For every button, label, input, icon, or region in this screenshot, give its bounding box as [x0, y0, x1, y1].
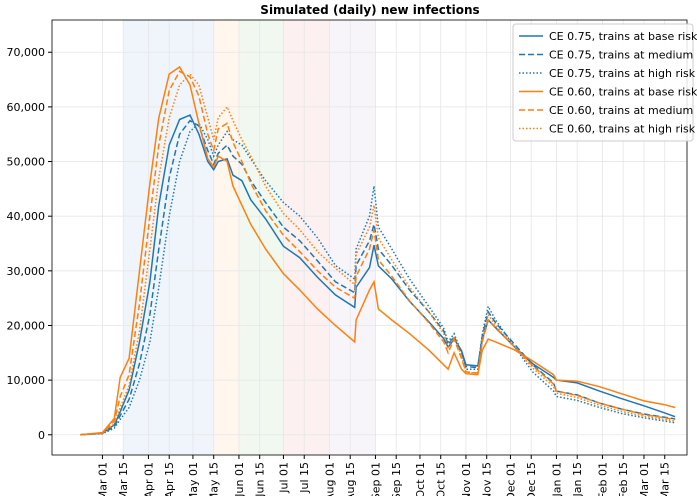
x-tick-label: Jun 01 — [233, 462, 246, 496]
y-tick-label: 0 — [38, 429, 45, 442]
series-line — [80, 122, 676, 436]
x-tick-label: Jul 01 — [277, 462, 290, 494]
series-line — [80, 65, 676, 436]
shaded-span — [329, 20, 376, 455]
y-tick-label: 10,000 — [7, 374, 46, 387]
shaded-span — [213, 20, 239, 455]
legend-label: CE 0.75, trains at base risk — [549, 30, 697, 43]
x-tick-label: Mar 15 — [659, 462, 672, 496]
x-tick-label: Nov 01 — [460, 462, 473, 496]
x-tick-label: Jul 15 — [298, 462, 311, 494]
y-tick-label: 20,000 — [7, 319, 46, 332]
legend-label: CE 0.60, trains at medium risk — [549, 104, 697, 117]
x-tick-label: Feb 01 — [596, 462, 609, 496]
y-tick-label: 30,000 — [7, 265, 46, 278]
y-tick-label: 70,000 — [7, 46, 46, 59]
x-tick-label: Jan 15 — [571, 462, 584, 496]
x-tick-label: Feb 15 — [617, 462, 630, 496]
chart-title: Simulated (daily) new infections — [260, 3, 479, 17]
x-tick-label: May 01 — [187, 462, 200, 496]
x-tick-label: Sep 15 — [390, 462, 403, 496]
x-tick-label: Apr 15 — [163, 462, 176, 496]
legend-box — [512, 23, 694, 142]
x-tick-label: Dec 15 — [525, 462, 538, 496]
x-tick-label: Aug 01 — [323, 462, 336, 496]
shaded-span — [283, 20, 330, 455]
legend-label: CE 0.60, trains at high risk — [549, 123, 696, 136]
series-line — [80, 72, 676, 436]
y-tick-label: 60,000 — [7, 101, 46, 114]
x-tick-label: Oct 01 — [414, 462, 427, 496]
legend-label: CE 0.75, trains at medium risk — [549, 49, 697, 62]
x-tick-label: Mar 15 — [117, 462, 130, 496]
series-line — [80, 70, 676, 436]
shaded-span — [238, 20, 284, 455]
x-tick-label: Apr 01 — [142, 462, 155, 496]
x-tick-label: Mar 01 — [96, 462, 109, 496]
x-tick-label: Jan 01 — [550, 462, 563, 496]
y-tick-label: 40,000 — [7, 210, 46, 223]
x-tick-label: Mar 01 — [638, 462, 651, 496]
legend-label: CE 0.75, trains at high risk — [549, 67, 696, 80]
axes-frame — [51, 19, 688, 456]
x-tick-label: Dec 01 — [504, 462, 517, 496]
legend-label: CE 0.60, trains at base risk — [549, 86, 697, 99]
shaded-span — [123, 20, 214, 455]
x-tick-label: Sep 01 — [369, 462, 382, 496]
x-tick-label: Jun 15 — [254, 462, 267, 496]
series-line — [80, 119, 676, 436]
x-tick-label: Oct 15 — [435, 462, 448, 496]
x-tick-label: May 15 — [208, 462, 221, 496]
y-tick-label: 50,000 — [7, 156, 46, 169]
x-tick-label: Aug 15 — [344, 462, 357, 496]
x-tick-label: Nov 15 — [481, 462, 494, 496]
